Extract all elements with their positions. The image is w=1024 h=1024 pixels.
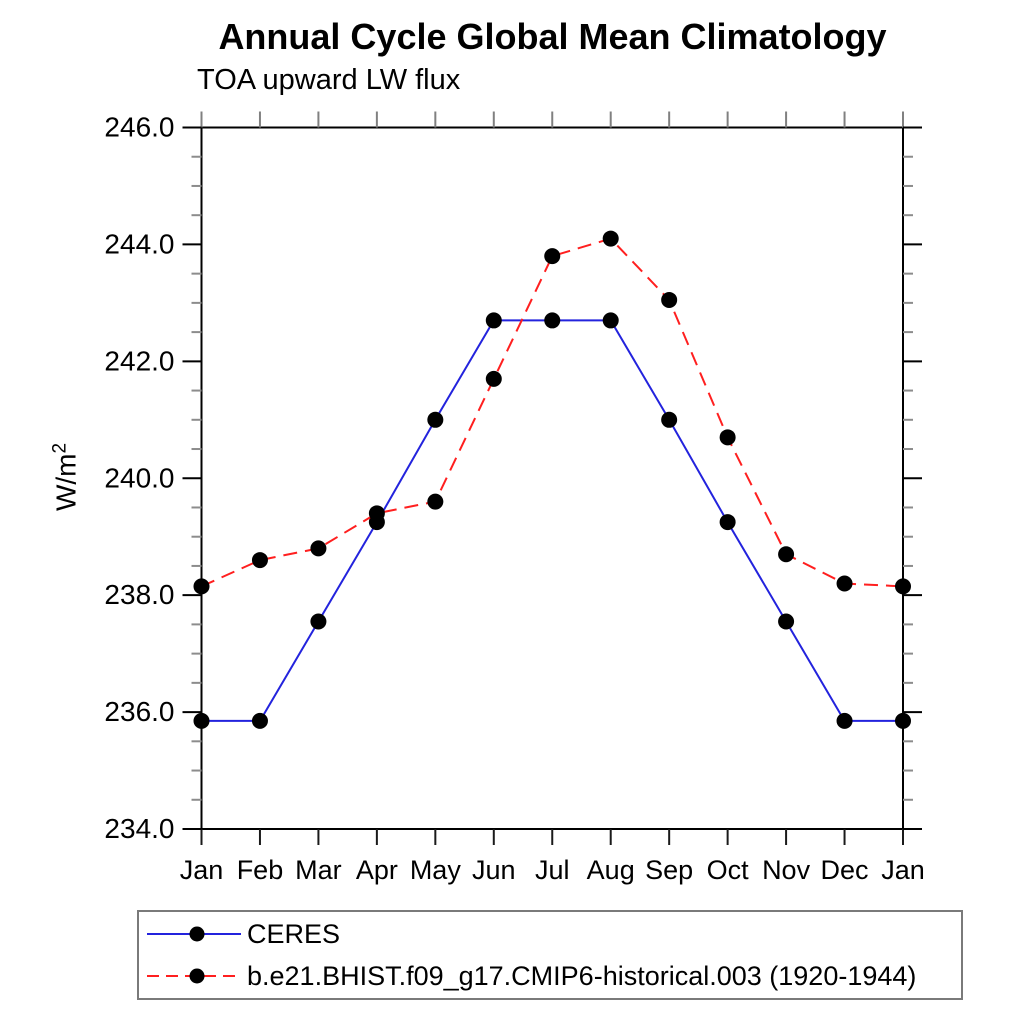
chart-title: Annual Cycle Global Mean Climatology xyxy=(218,16,887,57)
y-tick-label: 242.0 xyxy=(104,345,174,376)
data-point-marker xyxy=(368,505,385,522)
x-tick-label: Jul xyxy=(535,855,570,885)
data-point-marker xyxy=(836,712,853,729)
legend-sample-marker xyxy=(189,926,205,942)
data-point-marker xyxy=(544,312,561,329)
x-tick-label: May xyxy=(410,855,462,885)
data-point-marker xyxy=(485,370,502,387)
x-tick-label: Apr xyxy=(356,855,398,885)
data-point-marker xyxy=(427,493,444,510)
y-tick-label: 236.0 xyxy=(104,696,174,727)
series-line-0 xyxy=(201,319,903,722)
chart-subtitle: TOA upward LW flux xyxy=(197,64,461,96)
data-point-marker xyxy=(251,712,268,729)
data-point-marker xyxy=(778,613,795,630)
data-point-marker xyxy=(485,312,502,329)
data-point-marker xyxy=(895,712,911,729)
data-point-marker xyxy=(544,248,561,265)
x-tick-label: Nov xyxy=(762,855,811,885)
x-tick-label: Jan xyxy=(881,855,925,885)
data-point-marker xyxy=(895,578,911,595)
data-point-marker xyxy=(193,578,210,595)
series-line-1 xyxy=(201,237,904,588)
data-point-marker xyxy=(310,613,327,630)
data-point-marker xyxy=(602,230,619,247)
data-point-marker xyxy=(719,514,736,531)
x-tick-label: Dec xyxy=(821,855,869,885)
data-point-marker xyxy=(251,552,268,569)
x-tick-label: Sep xyxy=(645,855,693,885)
x-tick-label: Aug xyxy=(587,855,635,885)
data-point-marker xyxy=(836,575,853,592)
legend-label-ceres: CERES xyxy=(247,918,341,949)
x-tick-label: Feb xyxy=(237,855,284,885)
data-point-marker xyxy=(602,312,619,329)
legend-line-sample-ceres xyxy=(147,926,241,942)
data-point-marker xyxy=(310,540,327,557)
data-point-marker xyxy=(193,712,210,729)
legend: CERES b.e21.BHIST.f09_g17.CMIP6-historic… xyxy=(137,910,963,1000)
data-point-marker xyxy=(719,429,736,446)
y-tick-label: 246.0 xyxy=(104,112,174,143)
y-tick-label: 238.0 xyxy=(104,579,174,610)
y-tick-label: 234.0 xyxy=(104,813,174,844)
legend-entry-model: b.e21.BHIST.f09_g17.CMIP6-historical.003… xyxy=(145,956,961,996)
axes-frame xyxy=(200,126,904,830)
x-tick-label: Oct xyxy=(707,855,750,885)
legend-label-model: b.e21.BHIST.f09_g17.CMIP6-historical.003… xyxy=(247,960,917,991)
x-tick-label: Jan xyxy=(180,855,224,885)
data-point-marker xyxy=(661,411,678,428)
legend-sample-marker xyxy=(189,968,205,984)
legend-line-sample-model xyxy=(147,968,241,984)
data-point-marker xyxy=(778,546,795,563)
x-tick-label: Jun xyxy=(472,855,516,885)
x-tick-label: Mar xyxy=(295,855,342,885)
y-tick-label: 244.0 xyxy=(104,228,174,259)
data-point-marker xyxy=(661,291,678,308)
data-point-marker xyxy=(427,411,444,428)
legend-entry-ceres: CERES xyxy=(145,914,961,954)
y-tick-label: 240.0 xyxy=(104,462,174,493)
